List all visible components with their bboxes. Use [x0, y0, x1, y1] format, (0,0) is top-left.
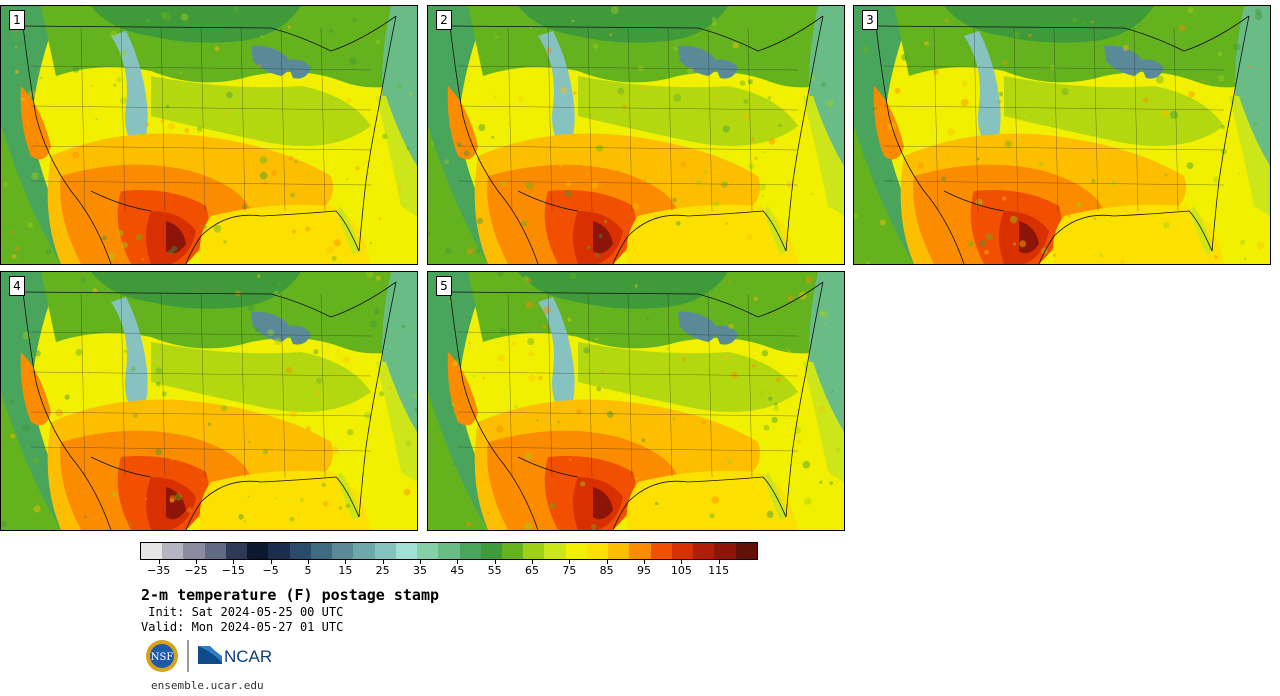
- colorbar-tick-mark: [270, 560, 272, 564]
- member-label: 3: [862, 10, 878, 30]
- valid-time: Valid: Mon 2024-05-27 01 UTC: [141, 620, 344, 634]
- temperature-map-1: [1, 6, 417, 264]
- colorbar-tick-label: 55: [487, 564, 502, 577]
- colorbar-tick-mark: [345, 560, 347, 564]
- svg-text:NCAR: NCAR: [224, 647, 272, 666]
- colorbar-tick-label: 45: [450, 564, 465, 577]
- colorbar-swatch: [735, 543, 757, 559]
- colorbar-tick-label: 115: [708, 564, 730, 577]
- member-label: 5: [436, 276, 452, 296]
- map-panel-4: 4: [0, 271, 418, 531]
- colorbar-swatch: [225, 543, 248, 559]
- colorbar-swatch: [565, 543, 587, 559]
- colorbar-tick-mark: [681, 560, 683, 564]
- colorbar-swatch: [608, 543, 630, 559]
- colorbar-swatch: [289, 543, 311, 559]
- colorbar-swatch: [650, 543, 672, 559]
- colorbar-swatch: [332, 543, 354, 559]
- colorbar-swatch: [310, 543, 333, 559]
- colorbar-tick-label: 15: [338, 564, 353, 577]
- colorbar-tick-mark: [718, 560, 720, 564]
- colorbar-swatch: [417, 543, 439, 559]
- colorbar-swatch: [204, 543, 226, 559]
- map-panel-3: 3: [853, 5, 1271, 265]
- colorbar-tick-mark: [308, 560, 309, 564]
- colorbar-tick-label: 75: [562, 564, 577, 577]
- chart-title: 2-m temperature (F) postage stamp: [141, 586, 440, 604]
- temperature-map-2: [428, 6, 844, 264]
- colorbar-tick-mark: [158, 560, 160, 564]
- map-panel-2: 2: [427, 5, 845, 265]
- colorbar-tick-mark: [606, 560, 608, 564]
- colorbar-tick-mark: [644, 560, 645, 564]
- member-label: 1: [9, 10, 25, 30]
- colorbar: [140, 542, 758, 560]
- colorbar-swatch: [544, 543, 566, 559]
- temperature-map-4: [1, 272, 417, 530]
- colorbar-tick-mark: [494, 560, 496, 564]
- colorbar-swatch: [586, 543, 609, 559]
- colorbar-tick-label: −5: [262, 564, 279, 577]
- map-panel-1: 1: [0, 5, 418, 265]
- site-url: ensemble.ucar.edu: [151, 679, 264, 692]
- colorbar-tick-label: 95: [637, 564, 651, 577]
- colorbar-swatch: [523, 543, 545, 559]
- temperature-map-3: [854, 6, 1270, 264]
- colorbar-tick-label: −25: [184, 564, 208, 577]
- colorbar-swatch: [395, 543, 418, 559]
- nsf-logo-icon: NSF: [146, 640, 178, 672]
- colorbar-tick-mark: [569, 560, 571, 564]
- colorbar-tick-mark: [420, 560, 421, 564]
- colorbar-tick-label: 85: [599, 564, 614, 577]
- colorbar-tick-label: 35: [413, 564, 427, 577]
- colorbar-swatch: [162, 543, 184, 559]
- colorbar-swatch: [501, 543, 524, 559]
- colorbar-tick-mark: [457, 560, 459, 564]
- colorbar-swatch: [629, 543, 651, 559]
- colorbar-swatch: [141, 543, 163, 559]
- colorbar-tick-label: −15: [221, 564, 245, 577]
- colorbar-swatch: [438, 543, 460, 559]
- colorbar-swatch: [459, 543, 481, 559]
- init-time: Init: Sat 2024-05-25 00 UTC: [141, 605, 344, 619]
- colorbar-tick-mark: [196, 560, 197, 564]
- map-panel-5: 5: [427, 271, 845, 531]
- colorbar-swatch: [480, 543, 502, 559]
- colorbar-tick-label: 65: [525, 564, 539, 577]
- temperature-map-5: [428, 272, 844, 530]
- svg-text:NSF: NSF: [151, 652, 174, 663]
- nsf-ncar-logo: NSF NCAR: [146, 640, 272, 672]
- colorbar-tick-label: −35: [147, 564, 171, 577]
- colorbar-swatch: [714, 543, 736, 559]
- member-label: 2: [436, 10, 452, 30]
- colorbar-swatch: [268, 543, 290, 559]
- colorbar-swatch: [693, 543, 715, 559]
- colorbar-tick-mark: [532, 560, 533, 564]
- colorbar-swatch: [353, 543, 375, 559]
- colorbar-swatch: [183, 543, 205, 559]
- colorbar-tick-label: 105: [670, 564, 692, 577]
- colorbar-tick-label: 25: [375, 564, 390, 577]
- colorbar-tick-mark: [233, 560, 235, 564]
- colorbar-tick-label: 5: [304, 564, 312, 577]
- colorbar-swatch: [374, 543, 396, 559]
- ncar-logo-icon: NCAR: [198, 646, 272, 666]
- member-label: 4: [9, 276, 25, 296]
- colorbar-ticks: −35 −25 −15 −5 5 15 25 35 45 55 65 75 85 95 105 115: [140, 560, 756, 584]
- colorbar-swatch: [671, 543, 694, 559]
- colorbar-swatch: [247, 543, 269, 559]
- colorbar-tick-mark: [382, 560, 384, 564]
